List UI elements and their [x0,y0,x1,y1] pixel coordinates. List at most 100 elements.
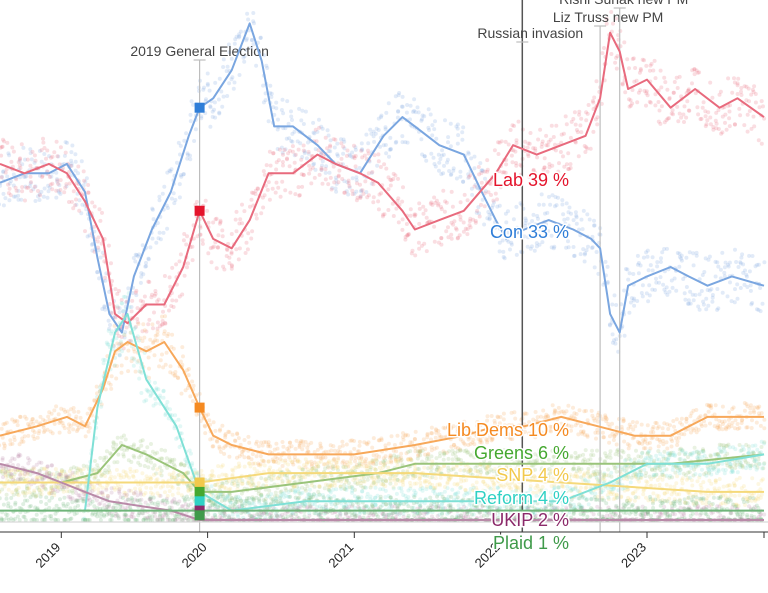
poll-dot [1,203,6,208]
poll-dot [10,145,15,150]
poll-dot [592,223,597,228]
poll-dot [388,183,393,188]
poll-dot [488,182,493,186]
poll-dot [670,108,675,113]
poll-dot [374,457,379,462]
poll-dot [568,135,573,140]
poll-dot [178,143,183,148]
poll-dot [429,425,434,430]
poll-dot [87,233,92,238]
poll-dot [561,212,566,217]
poll-dot [249,46,254,50]
poll-dot [630,101,635,106]
poll-dot [186,373,191,378]
poll-dot [682,291,687,296]
poll-dot [31,434,36,439]
poll-dot [748,283,753,288]
poll-dot [353,455,358,460]
poll-dot [696,112,701,117]
poll-dot [343,480,348,484]
poll-dot [749,302,754,307]
poll-dot [526,152,530,157]
poll-dot [595,448,599,453]
poll-dot [553,195,558,199]
poll-dot [157,194,162,199]
poll-dot [498,233,503,238]
poll-dot [458,200,463,205]
poll-dot [444,229,449,234]
poll-dot [57,183,62,188]
poll-dot [171,191,176,196]
poll-dot [351,154,356,159]
poll-dot [686,87,691,92]
poll-dot [144,485,149,490]
poll-dot [692,445,697,450]
poll-dot [16,197,21,202]
poll-dot [759,99,764,104]
poll-dot [679,478,684,483]
poll-dot [204,97,208,102]
poll-dot [556,195,560,200]
poll-dot [685,89,690,93]
poll-dot [746,86,751,91]
poll-dot [703,114,708,119]
poll-dot [29,180,33,185]
poll-dot [453,226,458,231]
poll-dot [402,473,407,478]
poll-dot [406,232,411,236]
poll-dot [59,406,64,411]
poll-dot [717,477,722,482]
poll-dot [315,129,320,134]
poll-dot [95,239,100,244]
poll-dot [220,423,225,428]
poll-dot [476,205,481,210]
poll-dot [564,245,569,250]
poll-dot [182,138,187,143]
poll-dot [158,324,162,329]
poll-dot [249,37,254,42]
poll-dot [52,421,57,426]
poll-dot [151,326,155,331]
poll-dot [297,193,302,198]
poll-dot [747,99,751,104]
poll-dot [274,441,279,446]
poll-dot [623,90,628,95]
poll-dot [6,182,11,187]
poll-dot [759,411,764,416]
poll-dot [756,138,761,143]
poll-dot [446,235,451,240]
poll-dot [103,387,108,392]
poll-dot [432,239,437,244]
poll-dot [116,452,121,457]
poll-dot [694,68,699,73]
poll-dot [61,423,66,428]
poll-dot [720,404,725,409]
poll-dot [736,76,741,81]
poll-dot [631,427,636,432]
poll-dot [758,423,763,428]
poll-dot [323,455,328,460]
poll-dot [40,175,45,179]
poll-dot [685,99,690,104]
poll-dot [134,253,139,258]
poll-dot [210,114,215,119]
poll-dot [660,426,665,431]
poll-dot [109,374,114,379]
poll-dot [352,156,357,161]
poll-dot [421,211,426,216]
poll-dot [662,75,667,80]
poll-dot [463,467,468,472]
poll-dot [647,440,652,445]
poll-dot [373,467,378,472]
poll-dot [296,185,301,190]
poll-dot [42,152,47,156]
poll-dot [393,474,398,479]
poll-dot [748,288,753,293]
poll-dot [276,158,281,163]
poll-dot [222,267,227,272]
poll-dot [359,455,364,460]
poll-dot [710,293,715,297]
poll-dot [49,174,54,179]
poll-dot [156,236,161,241]
poll-dot [634,448,638,453]
